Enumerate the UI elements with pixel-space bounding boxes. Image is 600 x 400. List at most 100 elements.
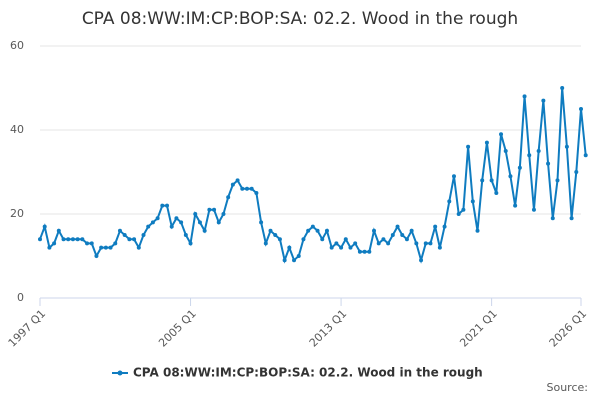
data-point (268, 228, 273, 233)
data-point (324, 228, 329, 233)
data-point (386, 241, 391, 246)
data-point (456, 212, 461, 216)
data-point (527, 153, 532, 158)
data-point (292, 258, 297, 263)
data-point (564, 144, 569, 149)
data-point (320, 237, 325, 242)
data-point (555, 178, 560, 183)
data-point (226, 195, 231, 200)
data-point (141, 233, 146, 237)
data-point (277, 237, 282, 242)
data-point (442, 224, 447, 229)
data-point (400, 233, 405, 237)
data-point (574, 170, 579, 174)
data-point (85, 241, 90, 246)
data-point (249, 186, 254, 191)
y-tick-label: 60 (10, 39, 24, 52)
data-point (183, 233, 188, 237)
data-point (70, 237, 75, 242)
data-point (409, 228, 414, 233)
data-point (550, 216, 555, 221)
data-point (89, 241, 94, 246)
y-tick-label: 40 (10, 123, 24, 136)
data-point (414, 241, 419, 246)
data-point (475, 228, 480, 233)
data-point (80, 237, 85, 242)
data-point (353, 241, 358, 246)
data-point (244, 186, 249, 191)
data-point (343, 237, 348, 242)
data-point (61, 237, 66, 242)
data-point (419, 258, 424, 263)
data-point (282, 258, 287, 263)
data-point (381, 237, 386, 242)
data-point (334, 241, 339, 246)
data-point (470, 199, 475, 204)
data-point (390, 233, 395, 237)
x-tick-label: 1997 Q1 (6, 307, 49, 350)
data-point (306, 228, 311, 233)
data-point (259, 220, 264, 225)
data-point (99, 245, 104, 250)
data-point (47, 245, 52, 250)
data-point (108, 245, 113, 250)
y-tick-label: 0 (17, 291, 24, 304)
data-point (428, 241, 433, 246)
source: Source: (547, 381, 589, 394)
data-point (75, 237, 80, 242)
data-point (560, 86, 565, 90)
data-point (480, 178, 485, 183)
data-point (52, 241, 57, 246)
data-point (517, 165, 522, 170)
data-point (94, 254, 99, 258)
data-point (315, 228, 320, 233)
data-point (503, 149, 508, 153)
x-tick-label: 2005 Q1 (156, 307, 199, 350)
data-point (179, 220, 184, 225)
data-point (212, 207, 217, 212)
data-point (531, 207, 536, 212)
data-point (522, 94, 527, 99)
data-point (546, 161, 551, 166)
data-point (150, 220, 155, 225)
data-point (583, 153, 588, 158)
data-point (42, 224, 47, 229)
y-tick-label: 20 (10, 207, 24, 220)
data-point (466, 144, 471, 149)
data-point (216, 220, 221, 225)
data-point (372, 228, 377, 233)
data-point (513, 203, 518, 208)
data-point (207, 207, 212, 212)
data-point (273, 233, 278, 237)
data-point (310, 224, 315, 229)
data-point (461, 207, 466, 212)
series-line (39, 87, 587, 264)
data-point (376, 241, 381, 246)
data-point (484, 140, 489, 145)
x-tick-label: 2026 Q1 (547, 307, 590, 350)
x-tick-label: 2021 Q1 (457, 307, 500, 350)
data-point (113, 241, 118, 246)
data-point (221, 212, 226, 216)
data-point (188, 241, 193, 246)
data-point (541, 98, 546, 103)
data-point (117, 228, 122, 233)
data-point (287, 245, 292, 250)
data-point (579, 107, 583, 111)
data-point (536, 149, 541, 153)
data-point (174, 216, 179, 221)
data-point (56, 228, 61, 233)
data-point (508, 174, 513, 179)
data-point (433, 224, 438, 229)
data-point (348, 245, 353, 250)
legend-label: CPA 08:WW:IM:CP:BOP:SA: 02.2. Wood in th… (133, 366, 483, 380)
data-point (404, 237, 409, 242)
data-point (146, 224, 151, 229)
data-point (263, 241, 268, 246)
data-point (357, 249, 362, 254)
data-point (569, 216, 574, 221)
chart-title: CPA 08:WW:IM:CP:BOP:SA: 02.2. Wood in th… (82, 9, 518, 29)
data-point (132, 237, 137, 242)
data-point (122, 233, 127, 237)
